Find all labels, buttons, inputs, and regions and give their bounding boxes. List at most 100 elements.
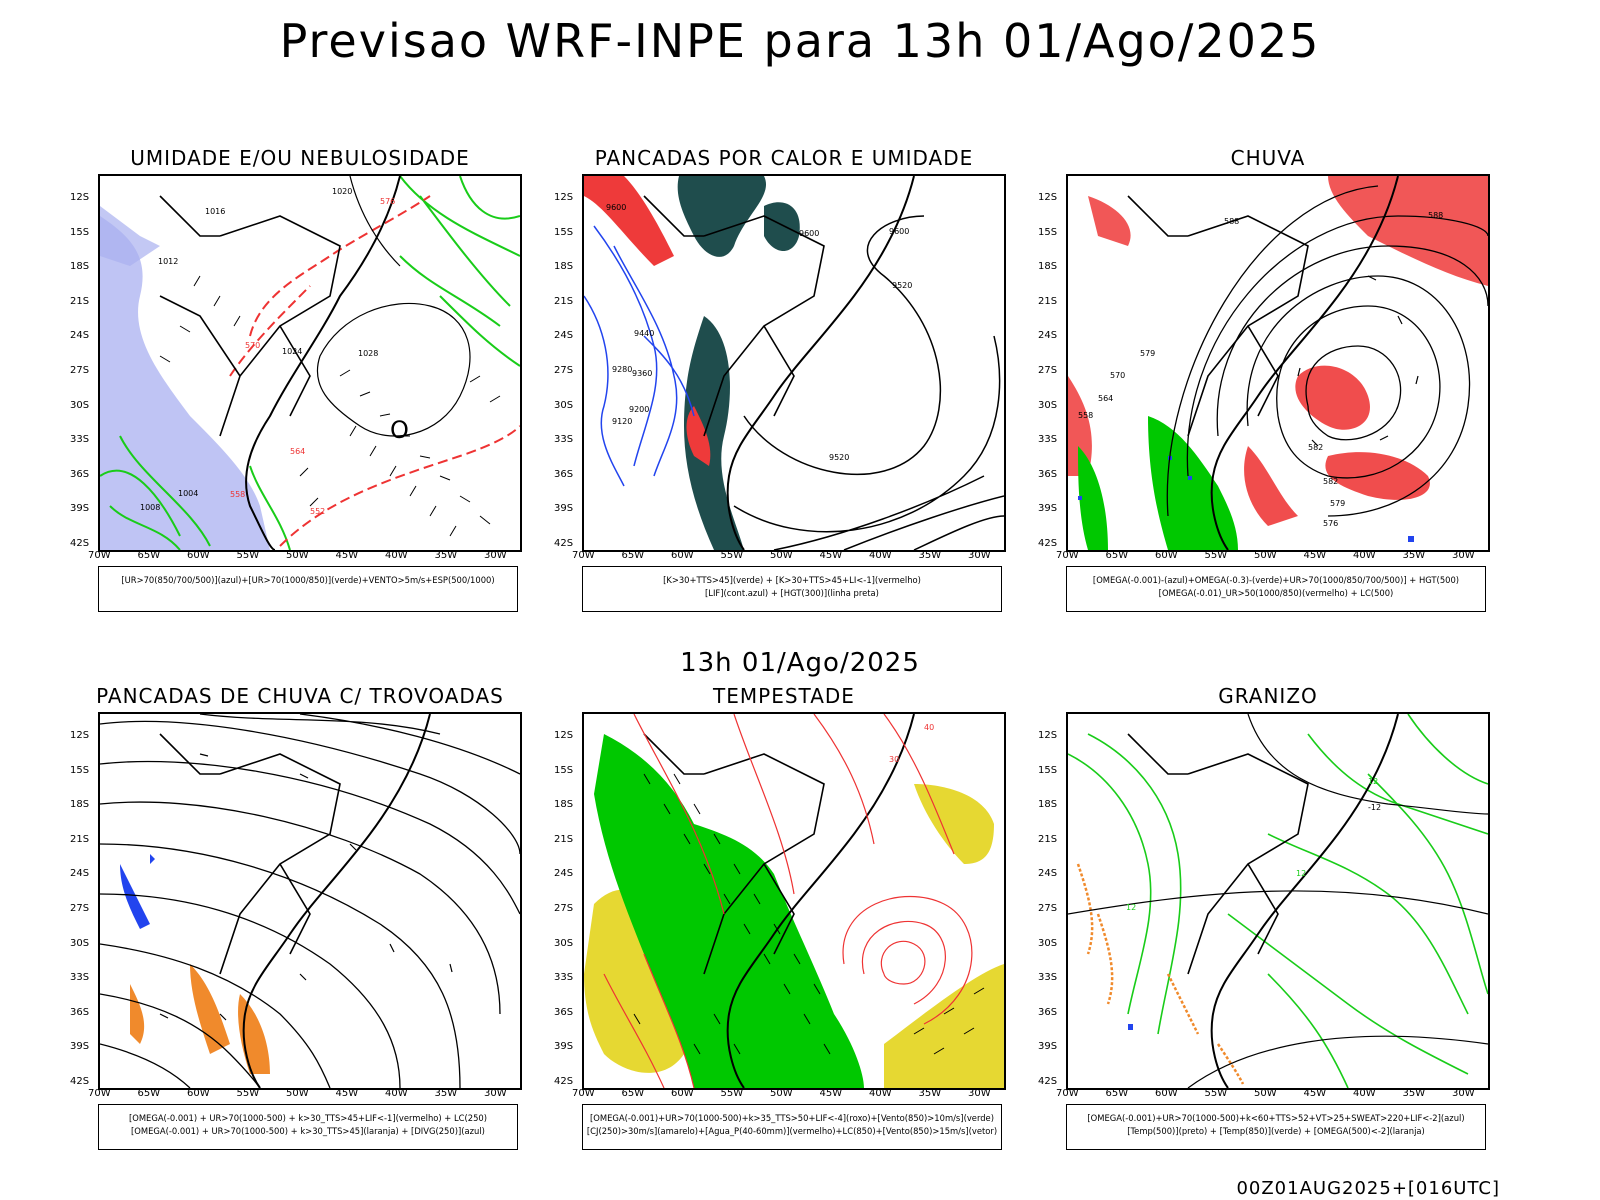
red-fill-north [584, 176, 674, 266]
latitude-tick-label: 33S [554, 434, 574, 446]
longitude-tick-label: 45W [819, 550, 843, 561]
humidity-mid-fill [100, 216, 270, 550]
hgt-label: 588 [1428, 211, 1443, 220]
map-tempestade: 40 30 [582, 712, 1006, 1090]
legend: [K>30+TTS>45](verde) + [K>30+TTS>45+LI<-… [582, 566, 1002, 612]
longitude-tick-label: 70W [88, 550, 111, 561]
latitude-tick-label: 39S [1038, 503, 1058, 515]
hgt-label: 558 [1078, 411, 1093, 420]
latitude-tick-label: 21S [554, 295, 574, 307]
longitude-tick-label: 55W [720, 550, 744, 561]
forecast-time: 13h 01/Ago/2025 [680, 648, 920, 678]
hgt-label: 9200 [629, 405, 649, 414]
longitude-tick-label: 60W [1155, 1088, 1178, 1099]
isobar-label: 1016 [205, 207, 225, 216]
longitude-tick-label: 50W [770, 550, 793, 561]
longitude-tick-label: 70W [1056, 1088, 1079, 1099]
longitude-tick-label: 35W [434, 550, 458, 561]
latitude-tick-label: 33S [70, 972, 90, 984]
teal-fill-center [684, 316, 744, 550]
map-pancadas-trovoadas [98, 712, 522, 1090]
isobar-label: 1028 [358, 349, 378, 358]
panel-title: CHUVA [1230, 146, 1306, 170]
hgt-label: 570 [1110, 371, 1125, 380]
longitude-tick-label: 50W [1254, 1088, 1277, 1099]
latitude-tick-label: 39S [70, 1041, 90, 1053]
legend: [OMEGA(-0.001)+UR>70(1000-500)+k>35_TTS>… [582, 1104, 1002, 1150]
temp-label: 12 [1296, 869, 1306, 878]
longitude-tick-label: 30W [484, 550, 507, 561]
panel-title: PANCADAS DE CHUVA C/ TROVOADAS [96, 684, 504, 708]
longitude-tick-label: 30W [968, 1088, 991, 1099]
panel-pancadas-calor: PANCADAS POR CALOR E UMIDADE 9600 9520 9… [534, 146, 1034, 646]
longitude-tick-label: 55W [236, 550, 260, 561]
longitude-tick-label: 30W [1452, 550, 1475, 561]
latitude-tick-label: 30S [70, 399, 90, 411]
country-borders [1127, 195, 1309, 437]
longitude-tick-label: 60W [1155, 550, 1178, 561]
contour-label: 40 [924, 723, 934, 732]
latitude-tick-label: 24S [70, 868, 90, 880]
rain-red-fill-low [1244, 365, 1430, 526]
red-dashed-contours [229, 195, 520, 547]
longitude-tick-label: 65W [621, 550, 645, 561]
thickness-label: 570 [245, 341, 260, 350]
longitude-tick-label: 55W [236, 1088, 260, 1099]
map-chuva: 588 588 582 582 579 576 579 570 564 558 [1066, 174, 1490, 552]
longitude-tick-label: 40W [869, 550, 892, 561]
hgt-label: 588 [1224, 217, 1239, 226]
wind850-green-fill [594, 734, 864, 1088]
latitude-tick-label: 21S [1038, 833, 1058, 845]
latitude-tick-label: 24S [1038, 868, 1058, 880]
latitude-tick-label: 18S [1038, 261, 1058, 273]
latitude-tick-label: 24S [1038, 330, 1058, 342]
latitude-tick-label: 15S [554, 764, 574, 776]
hgt-label: 582 [1323, 477, 1338, 486]
longitude-tick-label: 45W [1303, 1088, 1327, 1099]
longitude-tick-label: 65W [621, 1088, 645, 1099]
latitude-tick-label: 12S [554, 192, 574, 203]
latitude-tick-label: 12S [1038, 192, 1058, 203]
longitude-tick-label: 50W [286, 550, 309, 561]
latitude-tick-label: 12S [70, 192, 90, 203]
longitude-tick-label: 65W [137, 550, 161, 561]
map-umidade: O 1016 1020 1012 1024 1028 1004 1008 576… [98, 174, 522, 552]
omega500-orange [1076, 863, 1245, 1085]
longitude-tick-label: 35W [918, 1088, 942, 1099]
longitude-tick-label: 60W [671, 1088, 694, 1099]
panel-title: TEMPESTADE [713, 684, 855, 708]
latitude-tick-label: 30S [554, 937, 574, 949]
longitude-tick-label: 65W [137, 1088, 161, 1099]
hgt-label: 9600 [799, 229, 819, 238]
panel-title: GRANIZO [1218, 684, 1318, 708]
temp-label: 12 [1126, 903, 1136, 912]
humidity-west-fill [100, 206, 160, 266]
latitude-tick-label: 33S [554, 972, 574, 984]
latitude-tick-label: 27S [554, 365, 574, 376]
legend: [OMEGA(-0.001) + UR>70(1000-500) + k>30_… [98, 1104, 518, 1150]
latitude-tick-label: 18S [70, 799, 90, 811]
latitude-tick-label: 12S [554, 730, 574, 741]
longitude-tick-label: 40W [385, 1088, 408, 1099]
country-borders [159, 733, 341, 975]
latitude-tick-label: 42S [70, 1076, 90, 1087]
hgt-label: 564 [1098, 394, 1113, 403]
panel-pancadas-trovoadas: PANCADAS DE CHUVA C/ TROVOADAS [OMEGA(-0… [50, 684, 550, 1184]
latitude-tick-label: 15S [1038, 226, 1058, 238]
hgt-label: 9360 [632, 369, 652, 378]
isobar-label: 1024 [282, 347, 302, 356]
latitude-tick-label: 42S [70, 538, 90, 549]
latitude-tick-label: 18S [554, 261, 574, 273]
coastline [1210, 176, 1399, 550]
thickness-label: 552 [310, 507, 325, 516]
longitude-tick-label: 45W [819, 1088, 843, 1099]
jet-yellow-fill-ne [914, 784, 994, 864]
temp-label: -12 [1368, 803, 1381, 812]
longitude-tick-label: 30W [484, 1088, 507, 1099]
latitude-tick-label: 30S [70, 937, 90, 949]
longitude-tick-label: 65W [1105, 1088, 1129, 1099]
latitude-tick-label: 21S [1038, 295, 1058, 307]
latitude-tick-label: 27S [70, 903, 90, 914]
longitude-tick-label: 50W [1254, 550, 1277, 561]
isobar-label: 1008 [140, 503, 160, 512]
